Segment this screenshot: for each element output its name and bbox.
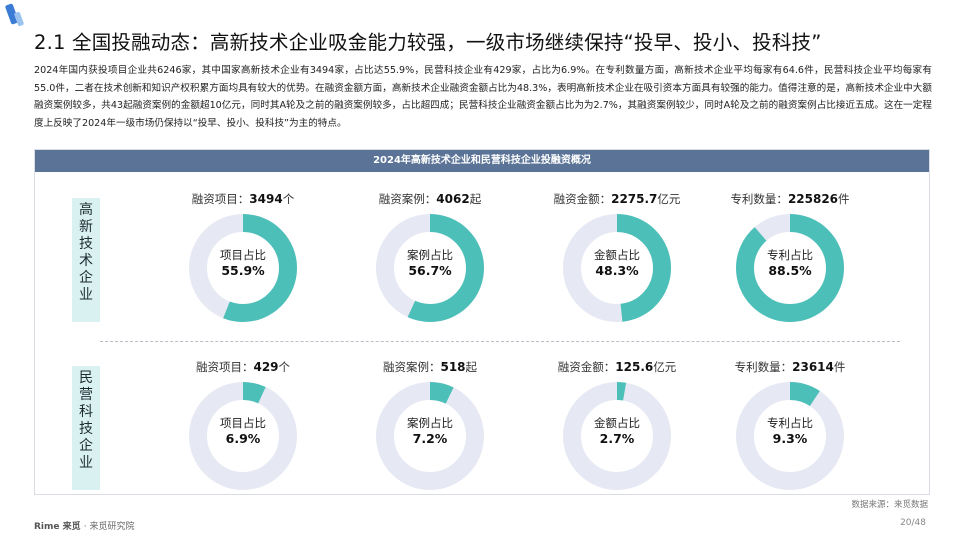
donut-arc xyxy=(736,382,844,490)
donut-arc xyxy=(563,214,671,322)
donut-chart: 金额占比 2.7% xyxy=(562,381,672,491)
donut-inner-label: 案例占比 xyxy=(407,416,453,430)
panel-title: 2024年高新技术企业和民营科技企业投融资概况 xyxy=(35,150,929,172)
donut-inner-value: 2.7% xyxy=(599,431,635,446)
footer-logo: Rime 来觅 · 来觅研究院 xyxy=(34,522,135,532)
donut-chart: 项目占比 55.9% xyxy=(188,213,298,323)
intro-paragraph: 2024年国内获投项目企业共6246家，其中国家高新技术企业有3494家，占比达… xyxy=(34,65,932,130)
metric-label: 融资项目：429个 xyxy=(195,360,291,374)
metric-label: 融资案例：4062起 xyxy=(378,192,482,206)
donut-arc xyxy=(189,382,297,490)
donut-svg xyxy=(189,214,297,322)
donut-arc xyxy=(563,382,671,490)
donut-inner-value: 55.9% xyxy=(221,263,265,278)
metric-label: 融资金额：2275.7亿元 xyxy=(553,192,681,206)
metric-label: 融资案例：518起 xyxy=(382,360,478,374)
metric-label: 融资金额：125.6亿元 xyxy=(557,360,677,374)
donut-inner-label: 项目占比 xyxy=(220,416,266,430)
metric-card: 融资金额：2275.7亿元 金额占比 48.3% xyxy=(532,191,702,323)
data-source-note: 数据来源：来觅数据 xyxy=(851,500,928,510)
donut-svg xyxy=(376,382,484,490)
donut-svg xyxy=(736,214,844,322)
donut-inner-value: 48.3% xyxy=(595,263,639,278)
metric-card: 融资金额：125.6亿元 金额占比 2.7% xyxy=(532,359,702,491)
donut-arc xyxy=(736,214,844,322)
donut-inner-label: 项目占比 xyxy=(220,248,266,262)
donut-inner-label: 案例占比 xyxy=(407,248,453,262)
donut-inner-label: 金额占比 xyxy=(594,416,640,430)
group-label-private-tech: 民 营 科 技 企 业 xyxy=(72,366,100,490)
metric-card: 专利数量：225826件 专利占比 88.5% xyxy=(705,191,875,323)
corner-decoration xyxy=(5,3,24,27)
donut-arc xyxy=(376,214,484,322)
metric-label: 专利数量：225826件 xyxy=(730,192,850,206)
donut-inner-label: 专利占比 xyxy=(767,416,813,430)
metric-card: 专利数量：23614件 专利占比 9.3% xyxy=(705,359,875,491)
donut-chart: 专利占比 9.3% xyxy=(735,381,845,491)
donut-chart: 项目占比 6.9% xyxy=(188,381,298,491)
donut-chart: 金额占比 48.3% xyxy=(562,213,672,323)
metric-card: 融资项目：3494个 项目占比 55.9% xyxy=(158,191,328,323)
group-label-high-tech: 高 新 技 术 企 业 xyxy=(72,198,100,322)
metric-card: 融资案例：4062起 案例占比 56.7% xyxy=(345,191,515,323)
metric-label: 专利数量：23614件 xyxy=(734,360,846,374)
donut-inner-value: 7.2% xyxy=(412,431,448,446)
donut-svg xyxy=(563,382,671,490)
donut-svg xyxy=(376,214,484,322)
donut-svg xyxy=(736,382,844,490)
donut-inner-value: 6.9% xyxy=(225,431,261,446)
donut-arc xyxy=(189,214,297,322)
donut-svg xyxy=(189,382,297,490)
metric-label: 融资项目：3494个 xyxy=(191,192,295,206)
donut-svg xyxy=(563,214,671,322)
donut-chart: 专利占比 88.5% xyxy=(735,213,845,323)
donut-inner-label: 专利占比 xyxy=(767,248,813,262)
donut-inner-value: 88.5% xyxy=(768,263,812,278)
page-number: 20/48 xyxy=(900,518,926,528)
group-divider xyxy=(100,341,900,342)
donut-inner-value: 56.7% xyxy=(408,263,452,278)
donut-chart: 案例占比 7.2% xyxy=(375,381,485,491)
donut-arc xyxy=(376,382,484,490)
donut-chart: 案例占比 56.7% xyxy=(375,213,485,323)
metric-card: 融资项目：429个 项目占比 6.9% xyxy=(158,359,328,491)
page-title: 2.1 全国投融动态：高新技术企业吸金能力较强，一级市场继续保持“投早、投小、投… xyxy=(34,31,822,54)
donut-inner-label: 金额占比 xyxy=(594,248,640,262)
donut-inner-value: 9.3% xyxy=(772,431,808,446)
metric-card: 融资案例：518起 案例占比 7.2% xyxy=(345,359,515,491)
